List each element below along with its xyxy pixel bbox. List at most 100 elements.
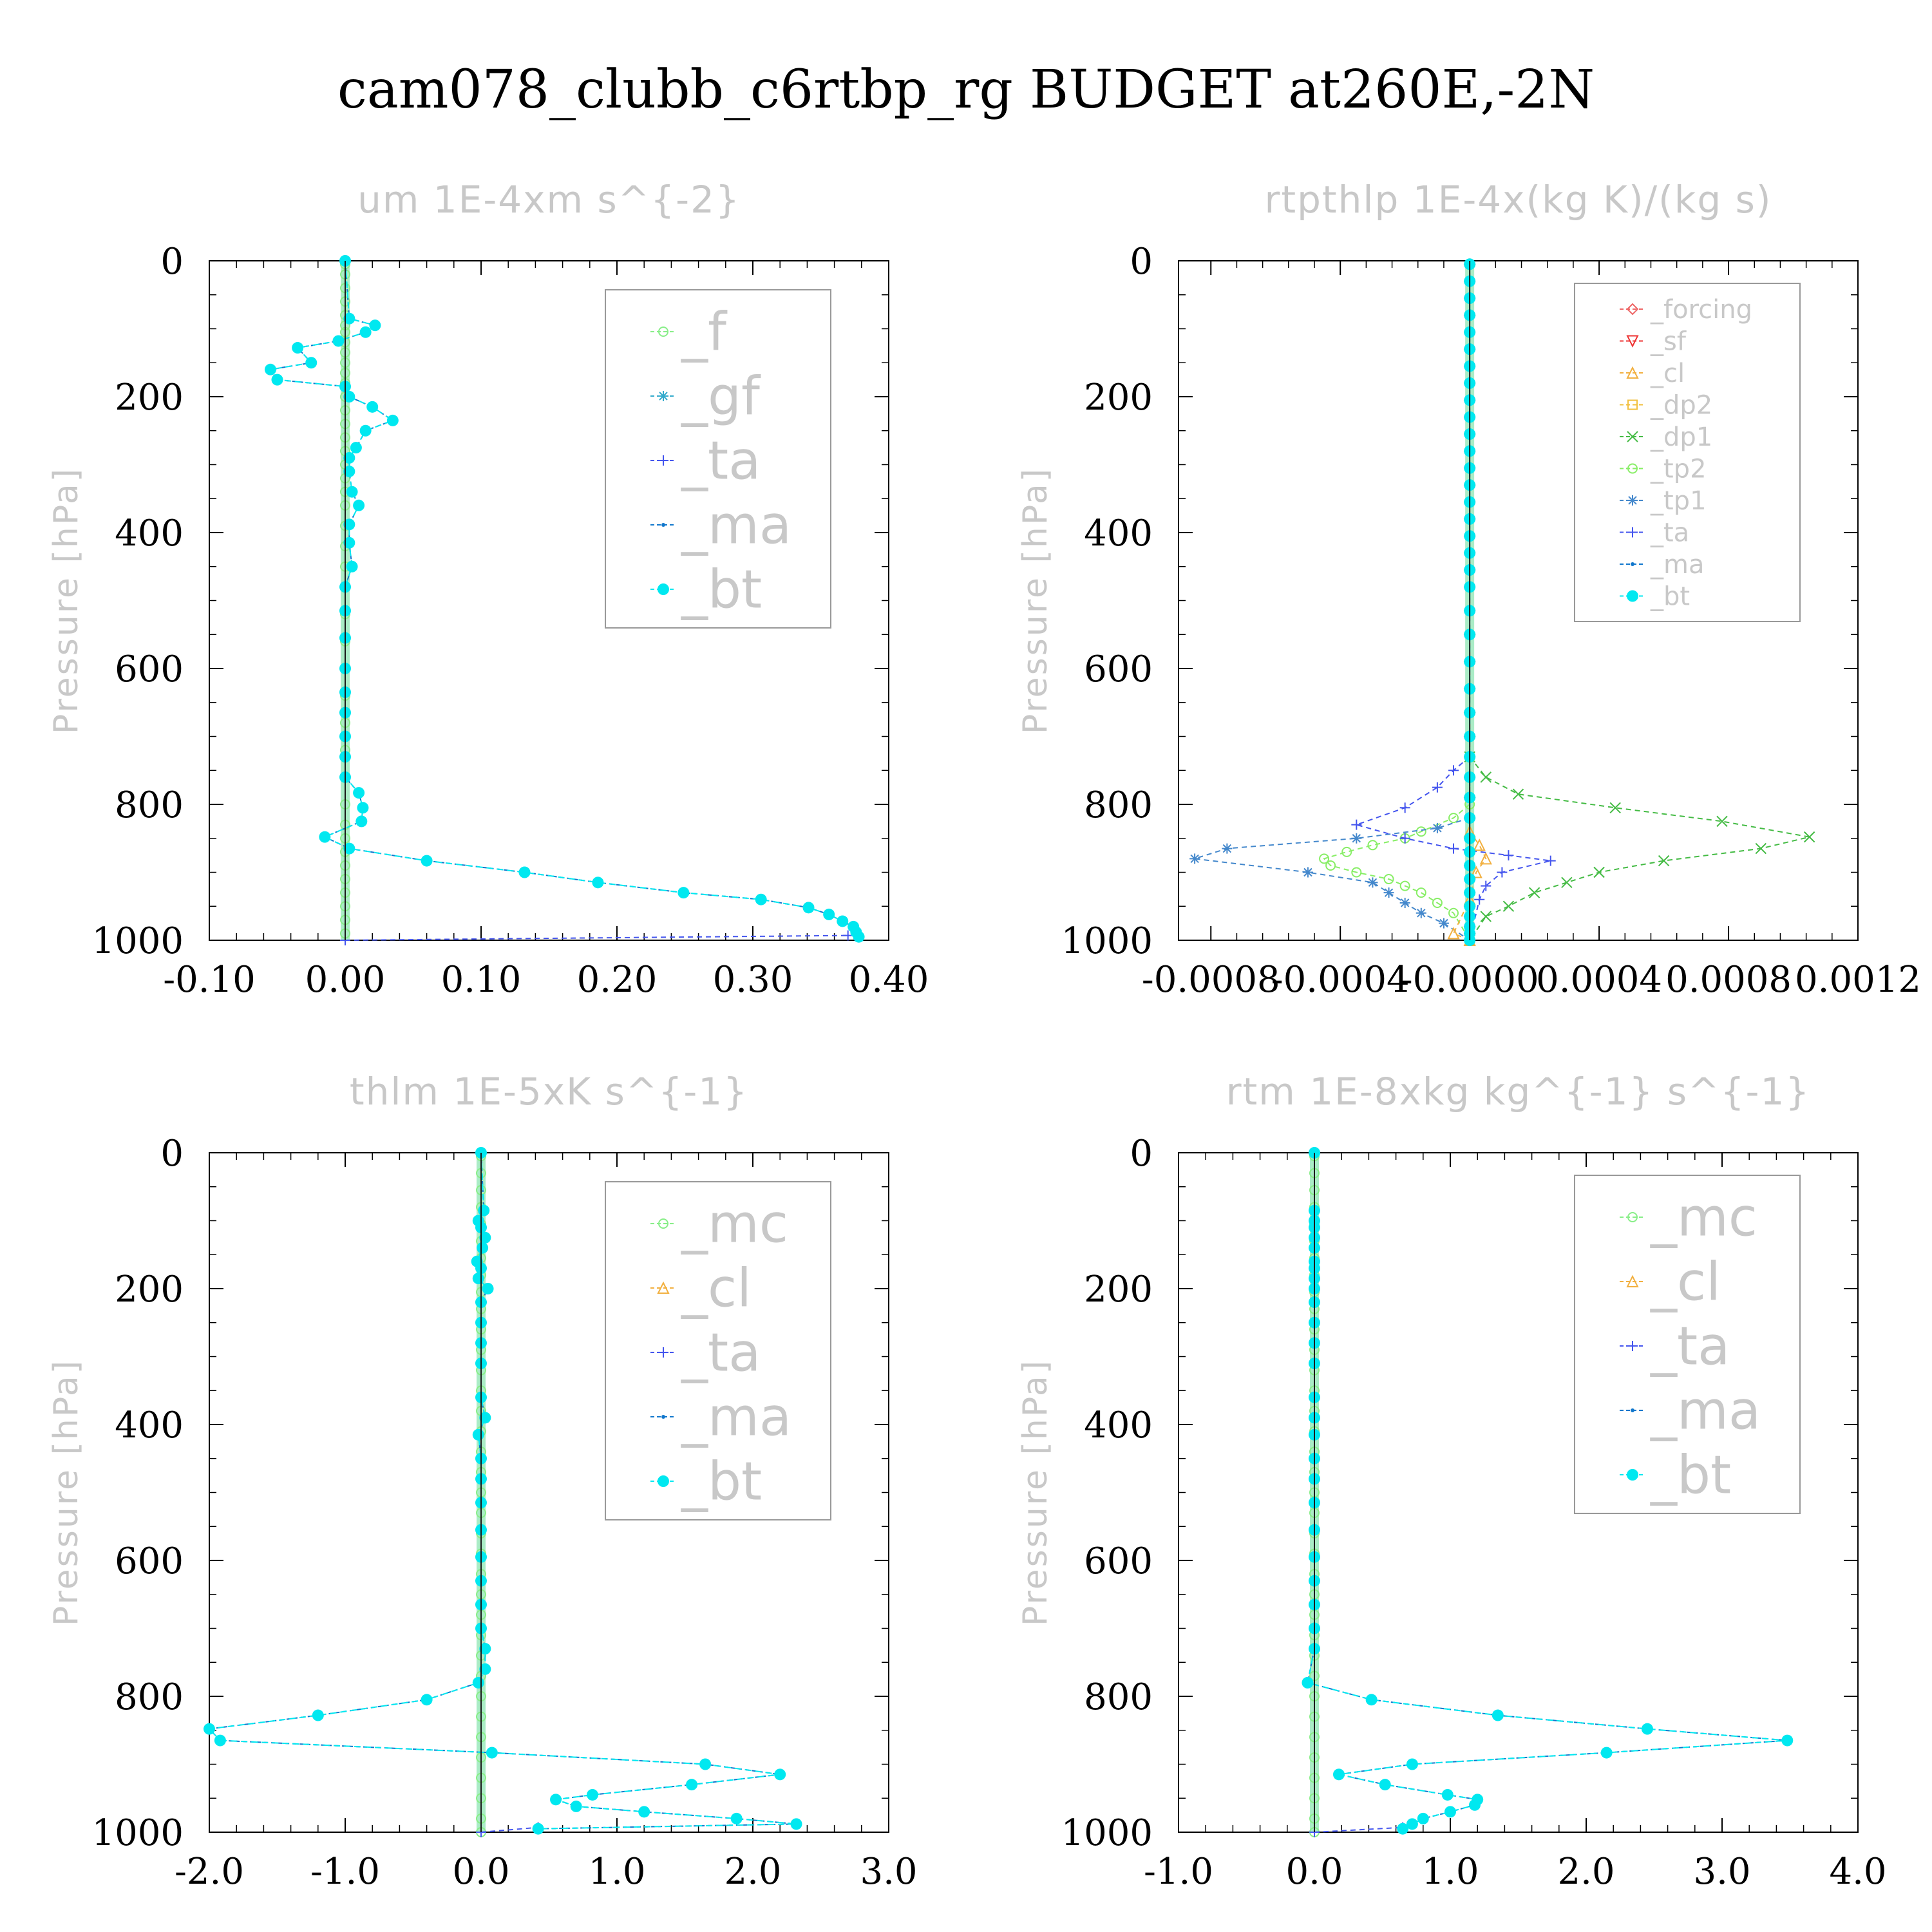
legend-marker [657,1281,670,1294]
legend-label: _mc [681,1194,788,1255]
data-point [332,335,345,347]
y-tick-label: 600 [1084,1540,1153,1582]
y-tick-label: 600 [115,649,184,690]
legend-label: _bt [681,1452,762,1513]
data-point [1222,843,1233,854]
data-point [1492,1709,1504,1721]
legend-marker [661,523,665,527]
x-tick-label: 0.30 [713,959,793,1001]
x-tick-label: 2.0 [724,1851,781,1893]
series-line-ta [480,1826,538,1833]
legend-marker [658,391,668,401]
legend-label: _bt [1650,582,1690,612]
data-point [271,374,283,386]
panel-title: um 1E-4xm s^{-2} [357,178,741,222]
data-point [1609,802,1621,813]
data-point [479,1412,491,1424]
data-point [355,815,368,828]
data-point [369,319,381,332]
legend-marker [1626,303,1639,316]
panel-title: thlm 1E-5xK s^{-1} [350,1070,748,1113]
legend-label: _bt [1650,1445,1731,1506]
data-point [1351,867,1362,878]
legend-label: _cl [1650,359,1685,388]
y-tick-label: 400 [115,513,184,554]
data-point [1302,867,1313,878]
data-point [677,887,690,899]
y-tick-label: 0 [1130,241,1153,283]
data-point [790,1818,802,1830]
data-point [1332,1768,1345,1781]
series-ta [1351,752,1556,945]
data-point [1473,838,1486,851]
x-tick-label: 0.00 [305,959,386,1001]
data-point [1319,853,1330,864]
data-point [350,442,362,454]
x-tick-label: 1.0 [1421,1851,1479,1893]
y-tick-label: 600 [115,1540,184,1582]
data-point [1481,880,1492,891]
series-line-tp1 [1194,817,1470,941]
data-point [1448,843,1459,854]
legend-marker [658,327,668,337]
legend-label: _sf [1650,327,1687,357]
legend-label: _bt [681,560,762,621]
y-tick-label: 1000 [1061,1812,1153,1854]
data-point [1406,1758,1418,1770]
y-tick-label: 0 [160,1133,184,1175]
data-point [1502,900,1515,912]
x-tick-label: -1.0 [310,1851,380,1893]
data-point [214,1734,226,1747]
panel-title: rtm 1E-8xkg kg^{-1} s^{-1} [1226,1070,1811,1113]
data-point [305,357,317,369]
page-title: cam078_clubb_c6rtbp_rg BUDGET at260E,-2N [337,59,1595,120]
data-point [1341,846,1352,857]
data-point [853,931,865,943]
series-line-ta [345,934,848,941]
data-point [1512,788,1524,800]
legend-label: _dp1 [1650,422,1712,452]
data-point [421,1694,433,1706]
data-point [1367,840,1378,851]
series-dp1 [1464,751,1815,946]
data-point [592,876,604,889]
data-point [1383,874,1394,885]
legend-box [605,289,831,629]
legend-marker [1626,1274,1639,1287]
legend: _f_gf_ta_ma_bt [605,289,831,629]
legend-marker [1631,1408,1634,1412]
y-tick-label: 200 [115,1269,184,1311]
data-point [472,1428,484,1441]
data-point [204,1723,215,1735]
chart-panel-3: thlm 1E-5xK s^{-1} Pressure [hPa] -2.0 -1.0… [47,1070,918,1893]
data-point [343,536,355,549]
data-point [1417,1812,1429,1824]
data-point [532,1823,544,1835]
data-point [550,1794,562,1806]
legend-marker [1626,366,1639,379]
legend-marker [658,1475,669,1487]
data-point [1399,897,1410,908]
legend-box [605,1181,831,1520]
data-point [1444,1806,1456,1818]
x-tick-label: 1.0 [588,1851,645,1893]
data-point [1755,842,1766,855]
data-point [292,342,304,354]
data-point [802,902,815,914]
x-tick-label: -0.0000 [1401,959,1539,1001]
data-point [472,1676,484,1689]
data-point [823,908,835,920]
chart-panel-1: um 1E-4xm s^{-2} Pressure [hPa] -0.10 0.00 0… [47,178,929,1001]
data-point [1406,1818,1418,1830]
data-point [1351,819,1362,830]
data-point [1399,833,1410,844]
data-point [479,1231,491,1244]
legend-box [1574,283,1801,622]
data-point [479,1643,491,1655]
data-point [486,1747,498,1759]
data-point [1448,765,1459,776]
data-point [1448,813,1459,824]
data-point [1432,782,1443,793]
data-point [343,451,355,464]
